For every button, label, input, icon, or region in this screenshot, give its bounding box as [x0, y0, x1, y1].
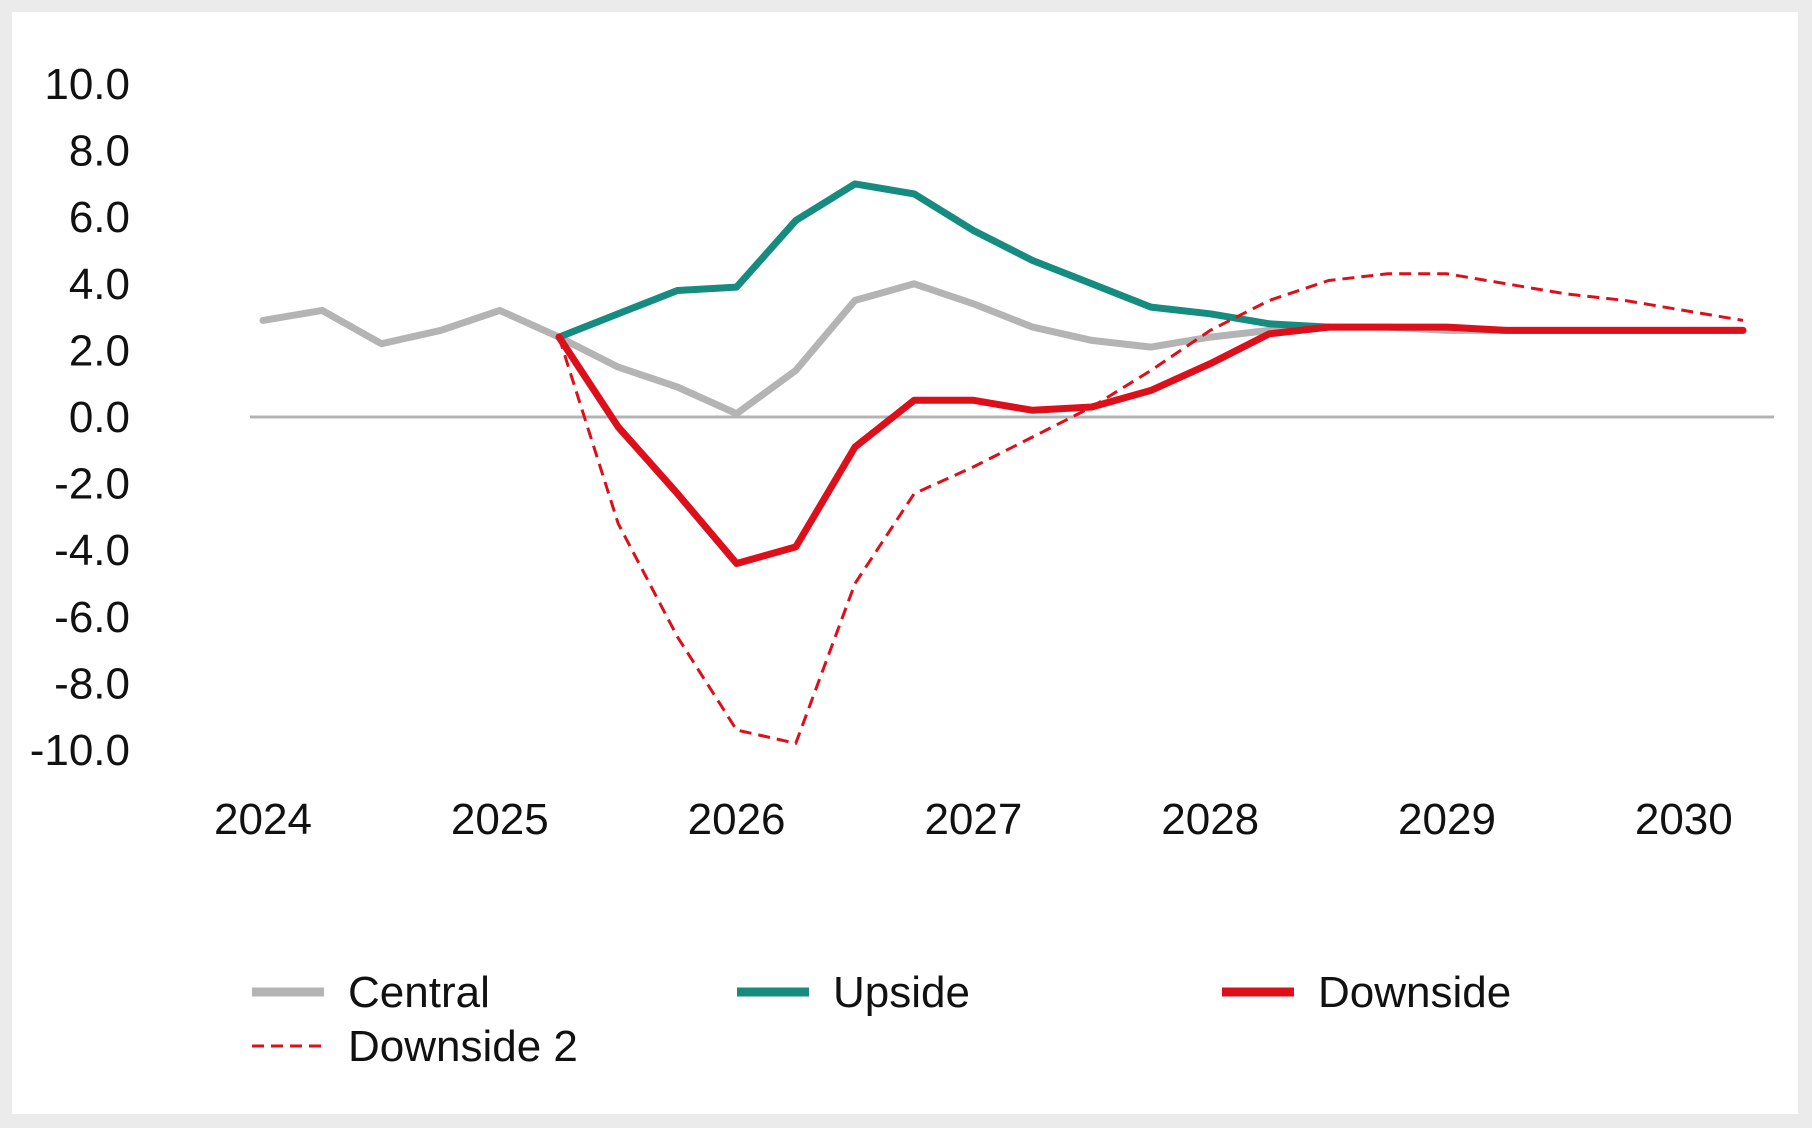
y-tick-label: 4.0	[69, 260, 130, 309]
y-axis-ticks: 10.0 8.0 6.0 4.0 2.0 0.0 -2.0 -4.0 -6.0 -8.0 -10.0	[30, 60, 130, 775]
y-tick-label: 10.0	[44, 60, 130, 109]
x-tick-label: 2025	[451, 795, 549, 844]
x-tick-label: 2026	[688, 795, 786, 844]
legend-label: Upside	[833, 968, 970, 1017]
legend-label: Downside 2	[348, 1022, 578, 1071]
y-tick-label: 6.0	[69, 193, 130, 242]
y-tick-label: -4.0	[54, 526, 130, 575]
y-tick-label: 2.0	[69, 326, 130, 375]
series-line-upside	[555, 180, 1333, 341]
y-tick-label: -2.0	[54, 460, 130, 509]
x-tick-label: 2024	[214, 795, 312, 844]
legend-label: Central	[348, 968, 490, 1017]
y-tick-label: -10.0	[30, 726, 130, 775]
series-line-downside	[555, 323, 1747, 567]
line-chart: 10.0 8.0 6.0 4.0 2.0 0.0 -2.0 -4.0 -6.0 -8.0 -10.0…	[30, 60, 1774, 1071]
x-tick-label: 2030	[1635, 795, 1733, 844]
series-layer	[259, 180, 1747, 745]
x-tick-label: 2029	[1398, 795, 1496, 844]
chart-frame: 10.0 8.0 6.0 4.0 2.0 0.0 -2.0 -4.0 -6.0 -8.0 -10.0…	[12, 12, 1798, 1114]
legend-label: Downside	[1318, 968, 1511, 1017]
y-tick-label: -6.0	[54, 593, 130, 642]
series-line-central	[259, 280, 1747, 418]
x-tick-label: 2028	[1161, 795, 1259, 844]
y-tick-label: 0.0	[69, 393, 130, 442]
legend: Central Upside Downside Downside 2	[252, 968, 1511, 1071]
y-tick-label: 8.0	[69, 127, 130, 176]
y-tick-label: -8.0	[54, 659, 130, 708]
x-tick-label: 2027	[924, 795, 1022, 844]
x-axis-ticks: 2024 2025 2026 2027 2028 2029 2030	[214, 795, 1733, 844]
